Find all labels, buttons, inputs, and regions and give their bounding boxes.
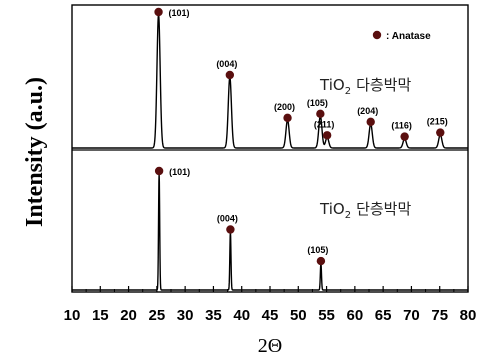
peak-label: (116) xyxy=(391,121,412,131)
peak-label: (101) xyxy=(169,8,190,18)
x-tick-label: 15 xyxy=(92,307,109,324)
peak-marker xyxy=(322,131,332,140)
peak-marker xyxy=(400,132,409,141)
x-tick-label: 35 xyxy=(205,307,222,324)
x-tick-label: 60 xyxy=(347,307,364,324)
x-axis-label: 2Θ xyxy=(258,335,282,357)
pattern-line-multilayer xyxy=(72,13,468,149)
peak-marker xyxy=(225,70,235,80)
x-ticks: 10 15 20 25 30 35 40 45 50 55 60 65 70 75 80 xyxy=(64,286,477,324)
x-tick-label: 30 xyxy=(177,307,194,324)
x-tick-label: 10 xyxy=(64,307,81,324)
legend: : Anatase xyxy=(372,30,431,42)
peak-labels: (101) (004) (200) (105) (211) (204) (116) (215)… xyxy=(169,8,448,255)
x-tick-label: 75 xyxy=(431,307,448,324)
peak-marker xyxy=(283,113,292,123)
pattern-lines xyxy=(72,13,468,291)
x-tick-label: 80 xyxy=(460,307,477,324)
annotation-bottom: TiO2 단층박막 xyxy=(319,200,411,221)
peak-label: (105) xyxy=(307,98,328,108)
annotation-bottom-sub: 2 xyxy=(345,210,351,221)
pattern-line-single-layer xyxy=(72,172,468,291)
peak-label: (101) xyxy=(169,167,190,177)
peak-label: (204) xyxy=(357,106,378,116)
x-tick-label: 40 xyxy=(233,307,250,324)
legend-label: : Anatase xyxy=(386,31,431,42)
peak-marker xyxy=(366,117,375,127)
peak-marker xyxy=(154,166,164,176)
x-tick-label: 25 xyxy=(149,307,166,324)
peak-markers xyxy=(154,7,445,266)
y-axis-label: Intensity (a.u.) xyxy=(22,77,48,227)
peak-marker xyxy=(436,128,445,137)
peak-marker xyxy=(316,256,326,266)
x-tick-label: 45 xyxy=(262,307,279,324)
annotation-bottom-suffix: 단층박막 xyxy=(356,200,411,218)
peak-label: (215) xyxy=(427,117,448,127)
x-tick-label: 55 xyxy=(318,307,335,324)
x-tick-label: 65 xyxy=(375,307,392,324)
annotation-top: TiO2 다층박막 xyxy=(319,76,411,97)
peak-label: (105) xyxy=(307,245,328,255)
legend-marker xyxy=(372,30,382,40)
annotation-bottom-main: TiO xyxy=(319,200,345,218)
peak-marker xyxy=(226,225,235,234)
annotation-top-sub: 2 xyxy=(345,86,351,97)
peak-label: (200) xyxy=(274,102,295,112)
peak-label: (004) xyxy=(216,59,237,69)
peak-marker xyxy=(316,109,325,119)
x-tick-label: 70 xyxy=(403,307,420,324)
annotation-top-suffix: 다층박막 xyxy=(356,76,411,94)
x-tick-label: 20 xyxy=(120,307,137,324)
peak-label: (211) xyxy=(314,119,335,129)
peak-label: (004) xyxy=(217,214,238,224)
x-tick-label: 50 xyxy=(290,307,307,324)
peak-marker xyxy=(154,7,163,17)
annotation-top-main: TiO xyxy=(319,76,345,94)
